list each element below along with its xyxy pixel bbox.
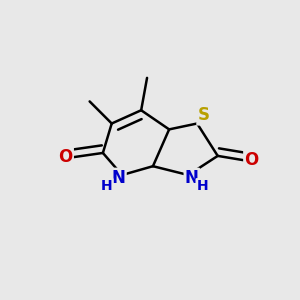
Text: H: H <box>196 179 208 193</box>
Text: H: H <box>101 179 112 193</box>
Text: O: O <box>244 151 259 169</box>
Text: N: N <box>112 169 125 187</box>
Text: N: N <box>185 169 199 187</box>
Text: O: O <box>58 148 73 166</box>
Text: S: S <box>198 106 210 124</box>
